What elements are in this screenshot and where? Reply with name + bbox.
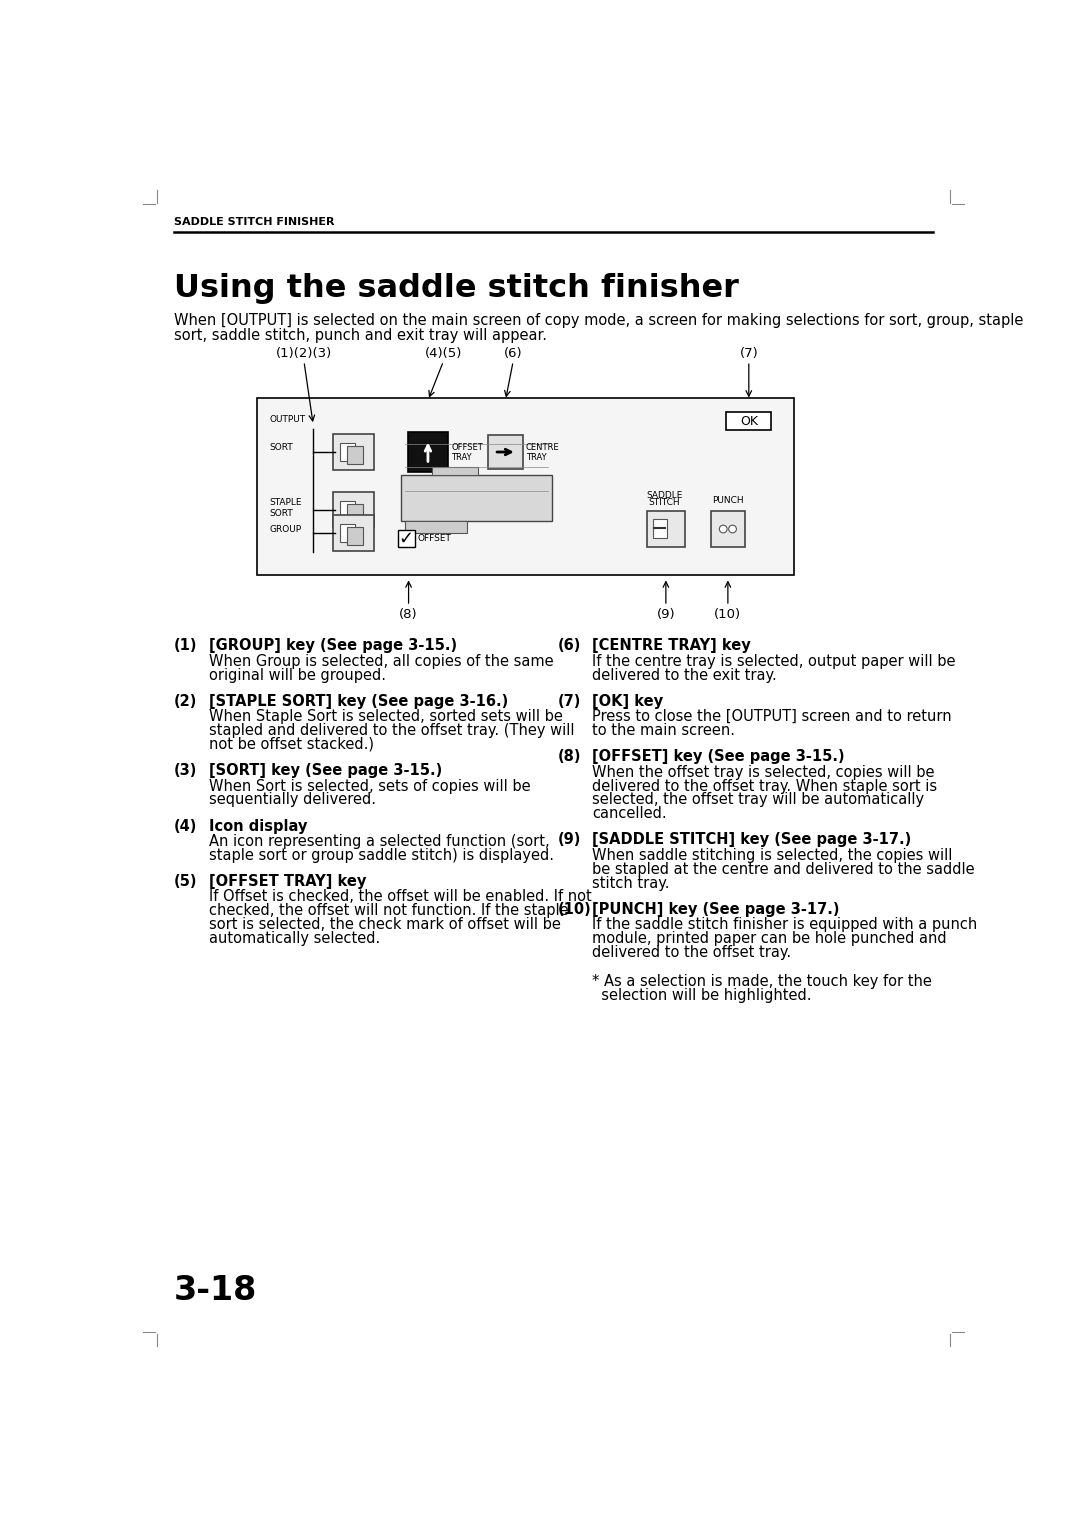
Text: [SORT] key (See page 3-15.): [SORT] key (See page 3-15.) — [208, 764, 442, 779]
Bar — [339, 443, 355, 461]
Text: An icon representing a selected function (sort,: An icon representing a selected function… — [208, 834, 550, 849]
Text: (4)(5): (4)(5) — [424, 347, 462, 359]
Text: selection will be highlighted.: selection will be highlighted. — [592, 989, 812, 1002]
Text: When Sort is selected, sets of copies will be: When Sort is selected, sets of copies wi… — [208, 779, 530, 794]
Bar — [397, 529, 415, 546]
Text: be stapled at the centre and delivered to the saddle: be stapled at the centre and delivered t… — [592, 862, 975, 876]
Bar — [647, 511, 685, 548]
Text: If Offset is checked, the offset will be enabled. If not: If Offset is checked, the offset will be… — [208, 890, 592, 905]
Text: (8): (8) — [400, 607, 418, 621]
Text: (8): (8) — [557, 750, 581, 764]
Text: delivered to the offset tray. When staple sort is: delivered to the offset tray. When stapl… — [592, 779, 937, 794]
Text: When [OUTPUT] is selected on the main screen of copy mode, a screen for making s: When [OUTPUT] is selected on the main sc… — [174, 313, 1023, 329]
Bar — [334, 493, 374, 528]
Text: sort is selected, the check mark of offset will be: sort is selected, the check mark of offs… — [208, 917, 561, 932]
Text: [OK] key: [OK] key — [592, 694, 663, 709]
Text: Icon display: Icon display — [208, 818, 307, 834]
Bar — [334, 516, 374, 551]
Text: original will be grouped.: original will be grouped. — [208, 668, 386, 683]
Bar — [257, 399, 794, 575]
Text: PUNCH: PUNCH — [712, 496, 744, 505]
Text: (3): (3) — [174, 764, 198, 779]
Text: 3-18: 3-18 — [174, 1275, 257, 1308]
Text: (1)(2)(3): (1)(2)(3) — [275, 347, 332, 359]
Text: (6): (6) — [504, 347, 523, 359]
Text: SADDLE: SADDLE — [646, 491, 683, 500]
Text: [OFFSET] key (See page 3-15.): [OFFSET] key (See page 3-15.) — [592, 750, 845, 764]
Text: (9): (9) — [557, 832, 581, 847]
Text: (5): (5) — [174, 875, 198, 888]
Text: (1): (1) — [174, 639, 198, 654]
Text: STITCH: STITCH — [648, 499, 680, 508]
Bar — [408, 432, 448, 472]
Text: automatically selected.: automatically selected. — [208, 931, 380, 946]
Text: delivered to the exit tray.: delivered to the exit tray. — [592, 668, 777, 683]
Text: GROUP: GROUP — [270, 525, 302, 534]
Text: module, printed paper can be hole punched and: module, printed paper can be hole punche… — [592, 931, 947, 946]
Bar — [405, 522, 467, 532]
Text: ✓: ✓ — [399, 529, 414, 548]
Text: When Group is selected, all copies of the same: When Group is selected, all copies of th… — [208, 654, 553, 669]
Text: staple sort or group saddle stitch) is displayed.: staple sort or group saddle stitch) is d… — [208, 847, 554, 862]
Text: (2): (2) — [174, 694, 198, 709]
Text: If the saddle stitch finisher is equipped with a punch: If the saddle stitch finisher is equippe… — [592, 917, 977, 932]
Text: stitch tray.: stitch tray. — [592, 876, 670, 890]
Bar — [348, 446, 363, 464]
Text: (4): (4) — [174, 818, 198, 834]
Text: [GROUP] key (See page 3-15.): [GROUP] key (See page 3-15.) — [208, 639, 457, 654]
Text: (7): (7) — [557, 694, 581, 709]
Text: (7): (7) — [740, 347, 758, 359]
Bar — [432, 467, 478, 475]
Text: (10): (10) — [714, 607, 742, 621]
Text: STAPLE: STAPLE — [270, 497, 302, 506]
Text: SORT: SORT — [270, 510, 294, 519]
Text: to the main screen.: to the main screen. — [592, 722, 735, 738]
Text: OK: OK — [740, 415, 758, 427]
Text: When the offset tray is selected, copies will be: When the offset tray is selected, copies… — [592, 765, 935, 780]
Text: cancelled.: cancelled. — [592, 806, 666, 821]
Text: If the centre tray is selected, output paper will be: If the centre tray is selected, output p… — [592, 654, 956, 669]
Text: OFFSET: OFFSET — [451, 443, 483, 452]
Bar — [348, 503, 363, 522]
Bar — [339, 523, 355, 541]
Text: SORT: SORT — [270, 443, 294, 452]
Text: sequentially delivered.: sequentially delivered. — [208, 792, 376, 808]
Text: [STAPLE SORT] key (See page 3-16.): [STAPLE SORT] key (See page 3-16.) — [208, 694, 508, 709]
Text: CENTRE: CENTRE — [526, 443, 559, 452]
Text: stapled and delivered to the offset tray. (They will: stapled and delivered to the offset tray… — [208, 722, 575, 738]
Text: When Staple Sort is selected, sorted sets will be: When Staple Sort is selected, sorted set… — [208, 709, 563, 724]
Text: TRAY: TRAY — [526, 453, 546, 462]
Text: not be offset stacked.): not be offset stacked.) — [208, 736, 374, 751]
Bar — [401, 475, 552, 522]
Text: [PUNCH] key (See page 3-17.): [PUNCH] key (See page 3-17.) — [592, 902, 840, 917]
Text: (10): (10) — [557, 902, 591, 917]
Text: Press to close the [OUTPUT] screen and to return: Press to close the [OUTPUT] screen and t… — [592, 709, 951, 724]
Text: [CENTRE TRAY] key: [CENTRE TRAY] key — [592, 639, 751, 654]
Text: sort, saddle stitch, punch and exit tray will appear.: sort, saddle stitch, punch and exit tray… — [174, 329, 546, 344]
Text: SADDLE STITCH FINISHER: SADDLE STITCH FINISHER — [174, 218, 334, 227]
Text: OUTPUT: OUTPUT — [270, 415, 306, 424]
Text: When saddle stitching is selected, the copies will: When saddle stitching is selected, the c… — [592, 847, 953, 862]
Bar — [727, 412, 771, 430]
Text: Using the saddle stitch finisher: Using the saddle stitch finisher — [174, 274, 739, 304]
Bar — [711, 511, 745, 548]
Text: [SADDLE STITCH] key (See page 3-17.): [SADDLE STITCH] key (See page 3-17.) — [592, 832, 912, 847]
Text: selected, the offset tray will be automatically: selected, the offset tray will be automa… — [592, 792, 924, 808]
Text: checked, the offset will not function. If the staple: checked, the offset will not function. I… — [208, 903, 568, 919]
Text: (9): (9) — [657, 607, 675, 621]
Text: * As a selection is made, the touch key for the: * As a selection is made, the touch key … — [592, 973, 932, 989]
Circle shape — [719, 525, 727, 532]
Text: [OFFSET TRAY] key: [OFFSET TRAY] key — [208, 875, 366, 888]
Bar — [339, 500, 355, 519]
Text: TRAY: TRAY — [451, 453, 472, 462]
Bar — [652, 519, 666, 538]
Text: delivered to the offset tray.: delivered to the offset tray. — [592, 945, 792, 960]
Bar — [488, 435, 523, 470]
Bar — [348, 526, 363, 545]
Text: (6): (6) — [557, 639, 581, 654]
Circle shape — [729, 525, 737, 532]
Text: OFFSET: OFFSET — [418, 534, 451, 543]
Bar — [334, 435, 374, 470]
